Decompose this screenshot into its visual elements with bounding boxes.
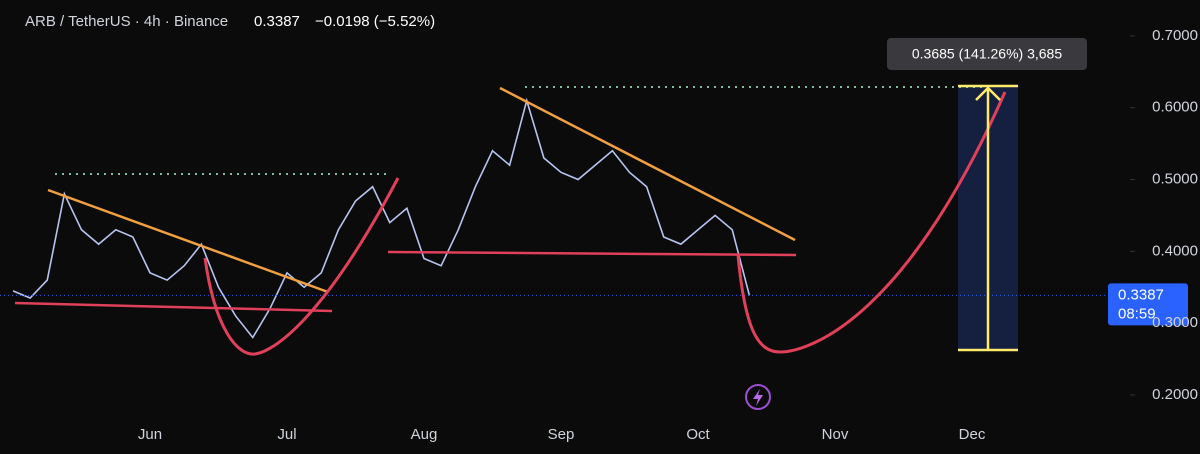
price-tag: 0.3387 08:59 (1108, 283, 1188, 326)
x-tick-label: Sep (548, 426, 575, 443)
lightning (753, 389, 763, 406)
x-tick-label: Nov (822, 426, 849, 443)
y-tick-label: 0.5000 (1152, 170, 1198, 187)
measure-box (887, 38, 1087, 70)
price-line (12, 97, 751, 339)
y-tick-label: 0.6000 (1152, 99, 1198, 116)
x-tick-label: Jun (138, 426, 162, 443)
price-change: −0.0198 (−5.52%) (315, 13, 435, 30)
x-tick-label: Jul (277, 426, 296, 443)
symbol: ARB / TetherUS · 4h · Binance (25, 13, 228, 30)
y-tick-label: 0.3000 (1152, 314, 1198, 331)
price-tag-value: 0.3387 (1118, 286, 1164, 303)
cup-curve (203, 177, 400, 356)
projection-curve (736, 91, 1007, 354)
trend-line (499, 86, 796, 242)
neckline (387, 250, 797, 257)
trend-line (47, 188, 329, 294)
arrow-head (975, 86, 1001, 101)
y-tick-label: 0.4000 (1152, 242, 1198, 259)
y-tick-label: 0.7000 (1152, 27, 1198, 44)
neckline (14, 301, 333, 313)
measure-label: 0.3685 (141.26%) 3,685 (912, 46, 1062, 62)
x-tick-label: Dec (959, 426, 986, 443)
event-icon (745, 384, 771, 410)
x-tick-label: Oct (686, 426, 710, 443)
countdown: 08:59 (1118, 305, 1156, 322)
price-tag-box (1108, 283, 1188, 326)
y-tick-label: 0.2000 (1152, 386, 1198, 403)
x-tick-label: Aug (411, 426, 438, 443)
last-price: 0.3387 (254, 13, 300, 30)
